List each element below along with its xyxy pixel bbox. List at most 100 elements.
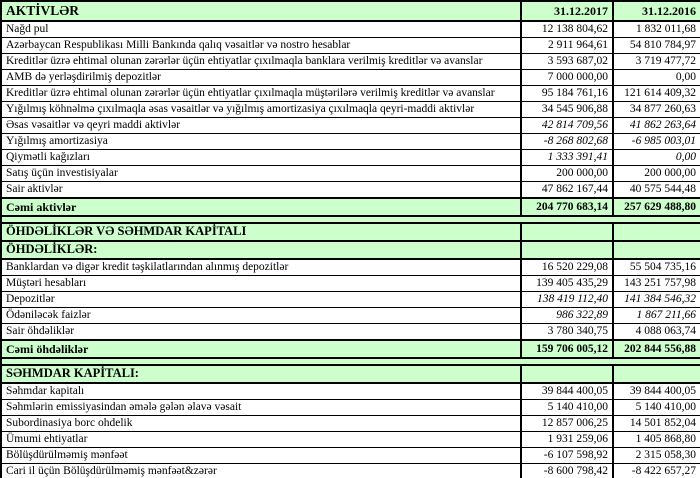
table-header-row: AKTİVLƏR 31.12.2017 31.12.2016 bbox=[0, 0, 700, 22]
value-2016: 40 575 544,48 bbox=[612, 181, 700, 199]
table-row: Yığılmış köhnəlmə çıxılmaqla əsas vəsait… bbox=[0, 101, 700, 118]
row-label: Sair öhdəliklər bbox=[0, 323, 522, 341]
value-2017: 7 000 000,00 bbox=[520, 69, 614, 86]
spacer-row bbox=[0, 357, 700, 366]
value-2017: 39 844 400,05 bbox=[520, 382, 614, 400]
value-2017: 34 545 906,88 bbox=[520, 101, 614, 118]
table-row: Satış üçün investisiyalar 200 000,00 200 0… bbox=[0, 165, 700, 182]
value-2016: 1 405 868,80 bbox=[612, 431, 700, 448]
table-row: Cəmi öhdəliklər 159 706 005,12 202 844 556… bbox=[0, 339, 700, 359]
value-2016: -8 422 657,27 bbox=[612, 463, 700, 478]
value-2016: -6 985 003,01 bbox=[612, 133, 700, 150]
row-label: Satış üçün investisiyalar bbox=[0, 165, 522, 182]
column-header-2017: 31.12.2017 bbox=[520, 0, 614, 22]
value-2017: 2 911 964,61 bbox=[520, 37, 614, 54]
table-row: Ümumi ehtiyatlar 1 931 259,06 1 405 868,80 bbox=[0, 431, 700, 448]
value-2016 bbox=[612, 364, 700, 384]
value-2016: 257 629 488,80 bbox=[612, 197, 700, 217]
row-label: Müştəri hesabları bbox=[0, 275, 522, 292]
value-2017: 139 405 435,29 bbox=[520, 275, 614, 292]
assets-section-title: AKTİVLƏR bbox=[0, 0, 522, 22]
value-2016: 200 000,00 bbox=[612, 165, 700, 182]
table-row: Yığılmış amortizasiya -8 268 802,68 -6 985… bbox=[0, 133, 700, 150]
table-row: Azərbaycan Respublikası Milli Bankında q… bbox=[0, 37, 700, 54]
value-2016: 3 719 477,72 bbox=[612, 53, 700, 70]
value-2016: 143 251 757,98 bbox=[612, 275, 700, 292]
row-label: Yığılmış köhnəlmə çıxılmaqla əsas vəsait… bbox=[0, 101, 522, 118]
table-row: AMB də yerləşdirilmiş depozitlər 7 000 00… bbox=[0, 69, 700, 86]
table-row: Səhmdar kapitalı 39 844 400,05 39 844 400,… bbox=[0, 382, 700, 400]
value-2016: 54 810 784,97 bbox=[612, 37, 700, 54]
row-label: Kreditlər üzrə ehtimal olunan zərərlər ü… bbox=[0, 53, 522, 70]
value-2016: 5 140 410,00 bbox=[612, 399, 700, 416]
row-label: SƏHMDAR KAPİTALI: bbox=[0, 364, 522, 384]
value-2017: 3 780 340,75 bbox=[520, 323, 614, 341]
row-label: Yığılmış amortizasiya bbox=[0, 133, 522, 150]
row-label: Azərbaycan Respublikası Milli Bankında q… bbox=[0, 37, 522, 54]
table-row: Sair aktivlər 47 862 167,44 40 575 544,48 bbox=[0, 181, 700, 199]
value-2017: -8 268 802,68 bbox=[520, 133, 614, 150]
value-2017: 3 593 687,02 bbox=[520, 53, 614, 70]
table-row: Əsas vəsaitlər və qeyri maddi aktivlər 42… bbox=[0, 117, 700, 134]
value-2017: 16 520 229,08 bbox=[520, 258, 614, 276]
balance-table-body: Nağd pul 12 138 804,62 1 832 011,68 Azərbay… bbox=[0, 20, 700, 478]
value-2017: 159 706 005,12 bbox=[520, 339, 614, 359]
value-2016: 4 088 063,74 bbox=[612, 323, 700, 341]
value-2016: 41 862 263,64 bbox=[612, 117, 700, 134]
value-2017: 47 862 167,44 bbox=[520, 181, 614, 199]
value-2017: 5 140 410,00 bbox=[520, 399, 614, 416]
row-label: ÖHDƏLİKLƏR VƏ SƏHMDAR KAPİTALI bbox=[0, 222, 522, 242]
table-row: Kreditlər üzrə ehtimal olunan zərərlər ü… bbox=[0, 53, 700, 70]
table-row: Bölüşdürülməmiş mənfəət -6 107 598,92 2 31… bbox=[0, 447, 700, 464]
row-label: Kreditlər üzrə ehtimal olunan zərərlər ü… bbox=[0, 85, 522, 102]
table-row: Cari il üçün Bölüşdürülməmiş mənfəət&zər… bbox=[0, 463, 700, 478]
value-2016: 202 844 556,88 bbox=[612, 339, 700, 359]
table-row: SƏHMDAR KAPİTALI: bbox=[0, 364, 700, 384]
value-2016: 2 315 058,30 bbox=[612, 447, 700, 464]
table-row: Qiymətli kağızları 1 333 391,41 0,00 bbox=[0, 149, 700, 166]
table-row: Ödəniləcək faizlər 986 322,89 1 867 211,66 bbox=[0, 307, 700, 324]
row-label: Sair aktivlər bbox=[0, 181, 522, 199]
row-label: Ümumi ehtiyatlar bbox=[0, 431, 522, 448]
value-2016 bbox=[612, 240, 700, 260]
value-2017: -6 107 598,92 bbox=[520, 447, 614, 464]
table-row: Müştəri hesabları 139 405 435,29 143 251 7… bbox=[0, 275, 700, 292]
row-label: Səhmlərin emissiyasindan əmələ gələn əla… bbox=[0, 399, 522, 416]
value-2016: 121 614 409,32 bbox=[612, 85, 700, 102]
table-row: ÖHDƏLİKLƏR: bbox=[0, 240, 700, 260]
table-row: Kreditlər üzrə ehtimal olunan zərərlər ü… bbox=[0, 85, 700, 102]
value-2016: 0,00 bbox=[612, 69, 700, 86]
value-2016: 55 504 735,16 bbox=[612, 258, 700, 276]
value-2016: 14 501 852,04 bbox=[612, 415, 700, 432]
row-label: Banklardan və digər kredit təşkilatların… bbox=[0, 258, 522, 276]
row-label: Səhmdar kapitalı bbox=[0, 382, 522, 400]
value-2016: 1 867 211,66 bbox=[612, 307, 700, 324]
value-2017: 986 322,89 bbox=[520, 307, 614, 324]
table-row: Depozitlər 138 419 112,40 141 384 546,32 bbox=[0, 291, 700, 308]
table-row: Banklardan və digər kredit təşkilatların… bbox=[0, 258, 700, 276]
value-2017: 1 333 391,41 bbox=[520, 149, 614, 166]
value-2017 bbox=[520, 222, 614, 242]
table-row: Cəmi aktivlər 204 770 683,14 257 629 488,8… bbox=[0, 197, 700, 217]
value-2017: 138 419 112,40 bbox=[520, 291, 614, 308]
row-label: Bölüşdürülməmiş mənfəət bbox=[0, 447, 522, 464]
row-label: Nağd pul bbox=[0, 20, 522, 38]
value-2016: 1 832 011,68 bbox=[612, 20, 700, 38]
value-2017: 12 138 804,62 bbox=[520, 20, 614, 38]
value-2016 bbox=[612, 222, 700, 242]
value-2017: 204 770 683,14 bbox=[520, 197, 614, 217]
row-label: Əsas vəsaitlər və qeyri maddi aktivlər bbox=[0, 117, 522, 134]
spacer-cell bbox=[0, 215, 700, 224]
row-label: Cari il üçün Bölüşdürülməmiş mənfəət&zər… bbox=[0, 463, 522, 478]
spacer-cell bbox=[0, 357, 700, 366]
row-label: Cəmi aktivlər bbox=[0, 197, 522, 217]
value-2017: 12 857 006,25 bbox=[520, 415, 614, 432]
value-2016: 141 384 546,32 bbox=[612, 291, 700, 308]
row-label: Cəmi öhdəliklər bbox=[0, 339, 522, 359]
value-2016: 39 844 400,05 bbox=[612, 382, 700, 400]
value-2017: 200 000,00 bbox=[520, 165, 614, 182]
value-2017: 1 931 259,06 bbox=[520, 431, 614, 448]
value-2017: 95 184 761,16 bbox=[520, 85, 614, 102]
